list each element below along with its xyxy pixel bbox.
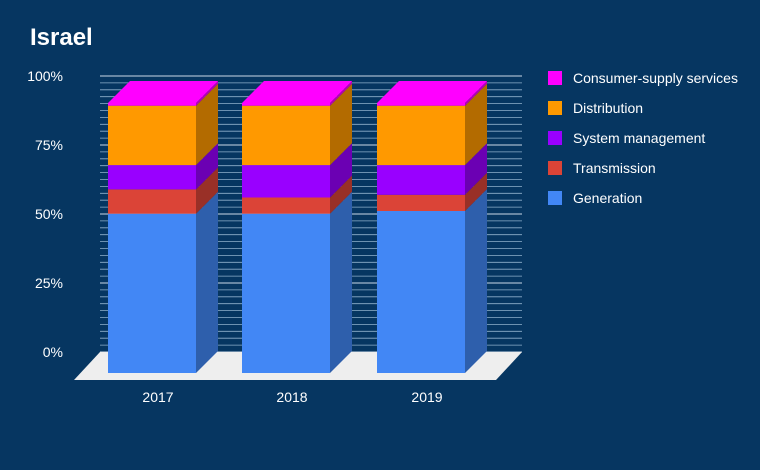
bar-segment-generation xyxy=(108,191,218,373)
legend-label: System management xyxy=(573,130,706,146)
bar-side xyxy=(196,191,218,373)
bar-front xyxy=(377,194,465,211)
x-tick-label: 2017 xyxy=(142,389,173,405)
y-tick-label: 75% xyxy=(35,137,63,153)
bar-segment-consumer-supply-services xyxy=(377,81,487,106)
x-tick-label: 2018 xyxy=(276,389,307,405)
legend-swatch xyxy=(548,161,562,175)
bar-side xyxy=(330,191,352,373)
y-tick-label: 0% xyxy=(43,344,63,360)
legend-item: System management xyxy=(548,129,748,148)
legend-swatch xyxy=(548,191,562,205)
chart-title: Israel xyxy=(30,24,93,51)
bar-side xyxy=(465,143,487,195)
bar-side xyxy=(330,83,352,166)
legend-item: Consumer-supply services xyxy=(548,69,748,88)
bar-side xyxy=(196,143,218,190)
legend-swatch xyxy=(548,131,562,145)
bar-segment-distribution xyxy=(242,83,352,166)
legend-label: Distribution xyxy=(573,100,644,116)
bar-front xyxy=(108,213,196,373)
x-tick-label: 2019 xyxy=(411,389,442,405)
bar-side xyxy=(465,172,487,211)
bar-side xyxy=(465,83,487,166)
legend-item: Generation xyxy=(548,189,748,208)
y-tick-label: 25% xyxy=(35,275,63,291)
bar-side xyxy=(465,81,487,106)
legend-item: Distribution xyxy=(548,99,748,118)
bar-top xyxy=(377,81,487,103)
legend-swatch xyxy=(548,71,562,85)
bar-segment-system-management xyxy=(242,143,352,198)
bar-side xyxy=(330,143,352,198)
bar-front xyxy=(108,165,196,190)
bar-front xyxy=(242,103,330,106)
bar-side xyxy=(196,81,218,106)
y-tick-label: 100% xyxy=(27,68,63,84)
y-tick-label: 50% xyxy=(35,206,63,222)
legend-item: Transmission xyxy=(548,159,748,178)
bar-segment-distribution xyxy=(108,83,218,166)
bar-segment-system-management xyxy=(108,143,218,190)
x-axis-ticks: 2017 2018 2019 xyxy=(142,389,442,405)
bar-front xyxy=(377,165,465,195)
bar-front xyxy=(377,105,465,166)
bar-segment-distribution xyxy=(377,83,487,166)
bar-segment-consumer-supply-services xyxy=(108,81,218,106)
bars xyxy=(108,81,487,373)
bar-segment-generation xyxy=(242,191,352,373)
bar-front xyxy=(242,165,330,198)
bar-front xyxy=(108,103,196,106)
bar-segment-transmission xyxy=(377,172,487,211)
bar-top xyxy=(108,81,218,103)
bar-side xyxy=(330,175,352,214)
bar-segment-transmission xyxy=(242,175,352,214)
bar-front xyxy=(242,213,330,373)
bar-front xyxy=(108,105,196,166)
bar-front xyxy=(108,189,196,214)
legend-swatch xyxy=(548,101,562,115)
bar-side xyxy=(196,83,218,166)
legend-label: Consumer-supply services xyxy=(573,70,738,86)
y-axis-ticks: 0% 25% 50% 75% 100% xyxy=(27,68,63,360)
bar-top xyxy=(242,81,352,103)
bar-front xyxy=(377,103,465,106)
legend-label: Generation xyxy=(573,190,643,206)
bar-front xyxy=(242,105,330,166)
bar-side xyxy=(330,81,352,106)
bar-segment-transmission xyxy=(108,167,218,214)
legend-label: Transmission xyxy=(573,160,656,176)
bar-side xyxy=(196,167,218,214)
legend: Consumer-supply services Distribution Syst… xyxy=(548,69,748,219)
bar-front xyxy=(242,197,330,214)
bar-front xyxy=(377,211,465,373)
bar-segment-consumer-supply-services xyxy=(242,81,352,106)
bar-segment-generation xyxy=(377,189,487,373)
bar-side xyxy=(465,189,487,373)
bar-segment-system-management xyxy=(377,143,487,195)
